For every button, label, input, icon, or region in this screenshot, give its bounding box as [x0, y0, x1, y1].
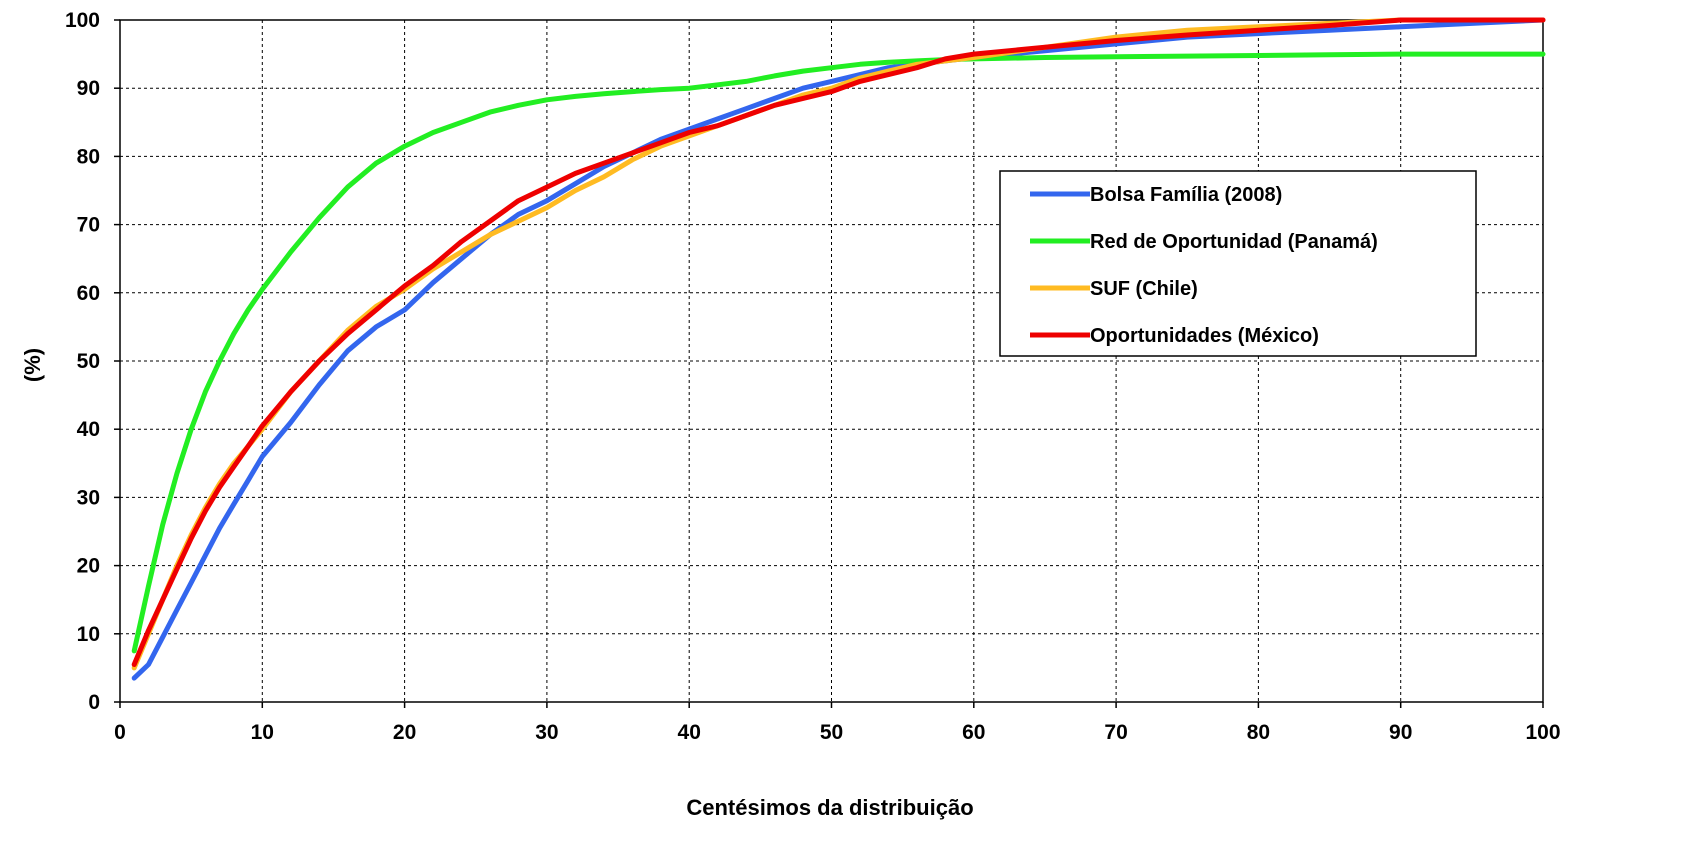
legend-label: Red de Oportunidad (Panamá) [1090, 231, 1378, 253]
legend-label: Bolsa Família (2008) [1090, 184, 1282, 206]
tick-label-layer: 0 10 20 30 40 50 60 70 80 90 100 0 10 20 30 40 50 60 70 80 9… [65, 9, 1561, 744]
x-axis-title: Centésimos da distribuição [686, 795, 973, 820]
x-tick-label: 80 [1247, 721, 1270, 744]
legend-box [999, 170, 1477, 357]
y-axis-title: (%) [20, 348, 45, 382]
axis-layer [114, 19, 1544, 708]
y-tick-label: 10 [77, 623, 100, 646]
y-tick-label: 50 [77, 350, 100, 373]
y-tick-label: 30 [77, 486, 100, 509]
y-tick-label: 70 [77, 214, 100, 237]
legend-label: Oportunidades (México) [1090, 325, 1319, 347]
x-tick-label: 10 [251, 721, 274, 744]
y-tick-label: 100 [65, 9, 100, 32]
x-tick-label: 0 [114, 721, 126, 744]
x-tick-label: 40 [678, 721, 701, 744]
series-line-4 [131, 17, 1546, 667]
x-tick-label: 70 [1104, 721, 1127, 744]
grid-layer [120, 19, 1544, 702]
legend-entries: Bolsa Família (2008) Red de Oportunidad (… [1030, 184, 1378, 347]
series-layer [131, 17, 1546, 681]
legend-label: SUF (Chile) [1090, 278, 1198, 300]
series-line-1 [131, 17, 1546, 681]
x-tick-label: 60 [962, 721, 985, 744]
y-tick-label: 90 [77, 77, 100, 100]
y-tick-label: 0 [88, 691, 100, 714]
x-tick-label: 90 [1389, 721, 1412, 744]
x-tick-label: 20 [393, 721, 416, 744]
y-tick-label: 20 [77, 555, 100, 578]
series-line-2 [131, 51, 1546, 654]
legend: Bolsa Família (2008) Red de Oportunidad (… [999, 170, 1477, 357]
x-tick-label: 100 [1525, 721, 1560, 744]
x-tick-label: 30 [535, 721, 558, 744]
y-tick-label: 60 [77, 282, 100, 305]
y-tick-label: 40 [77, 418, 100, 441]
x-tick-label: 50 [820, 721, 843, 744]
y-tick-label: 80 [77, 145, 100, 168]
